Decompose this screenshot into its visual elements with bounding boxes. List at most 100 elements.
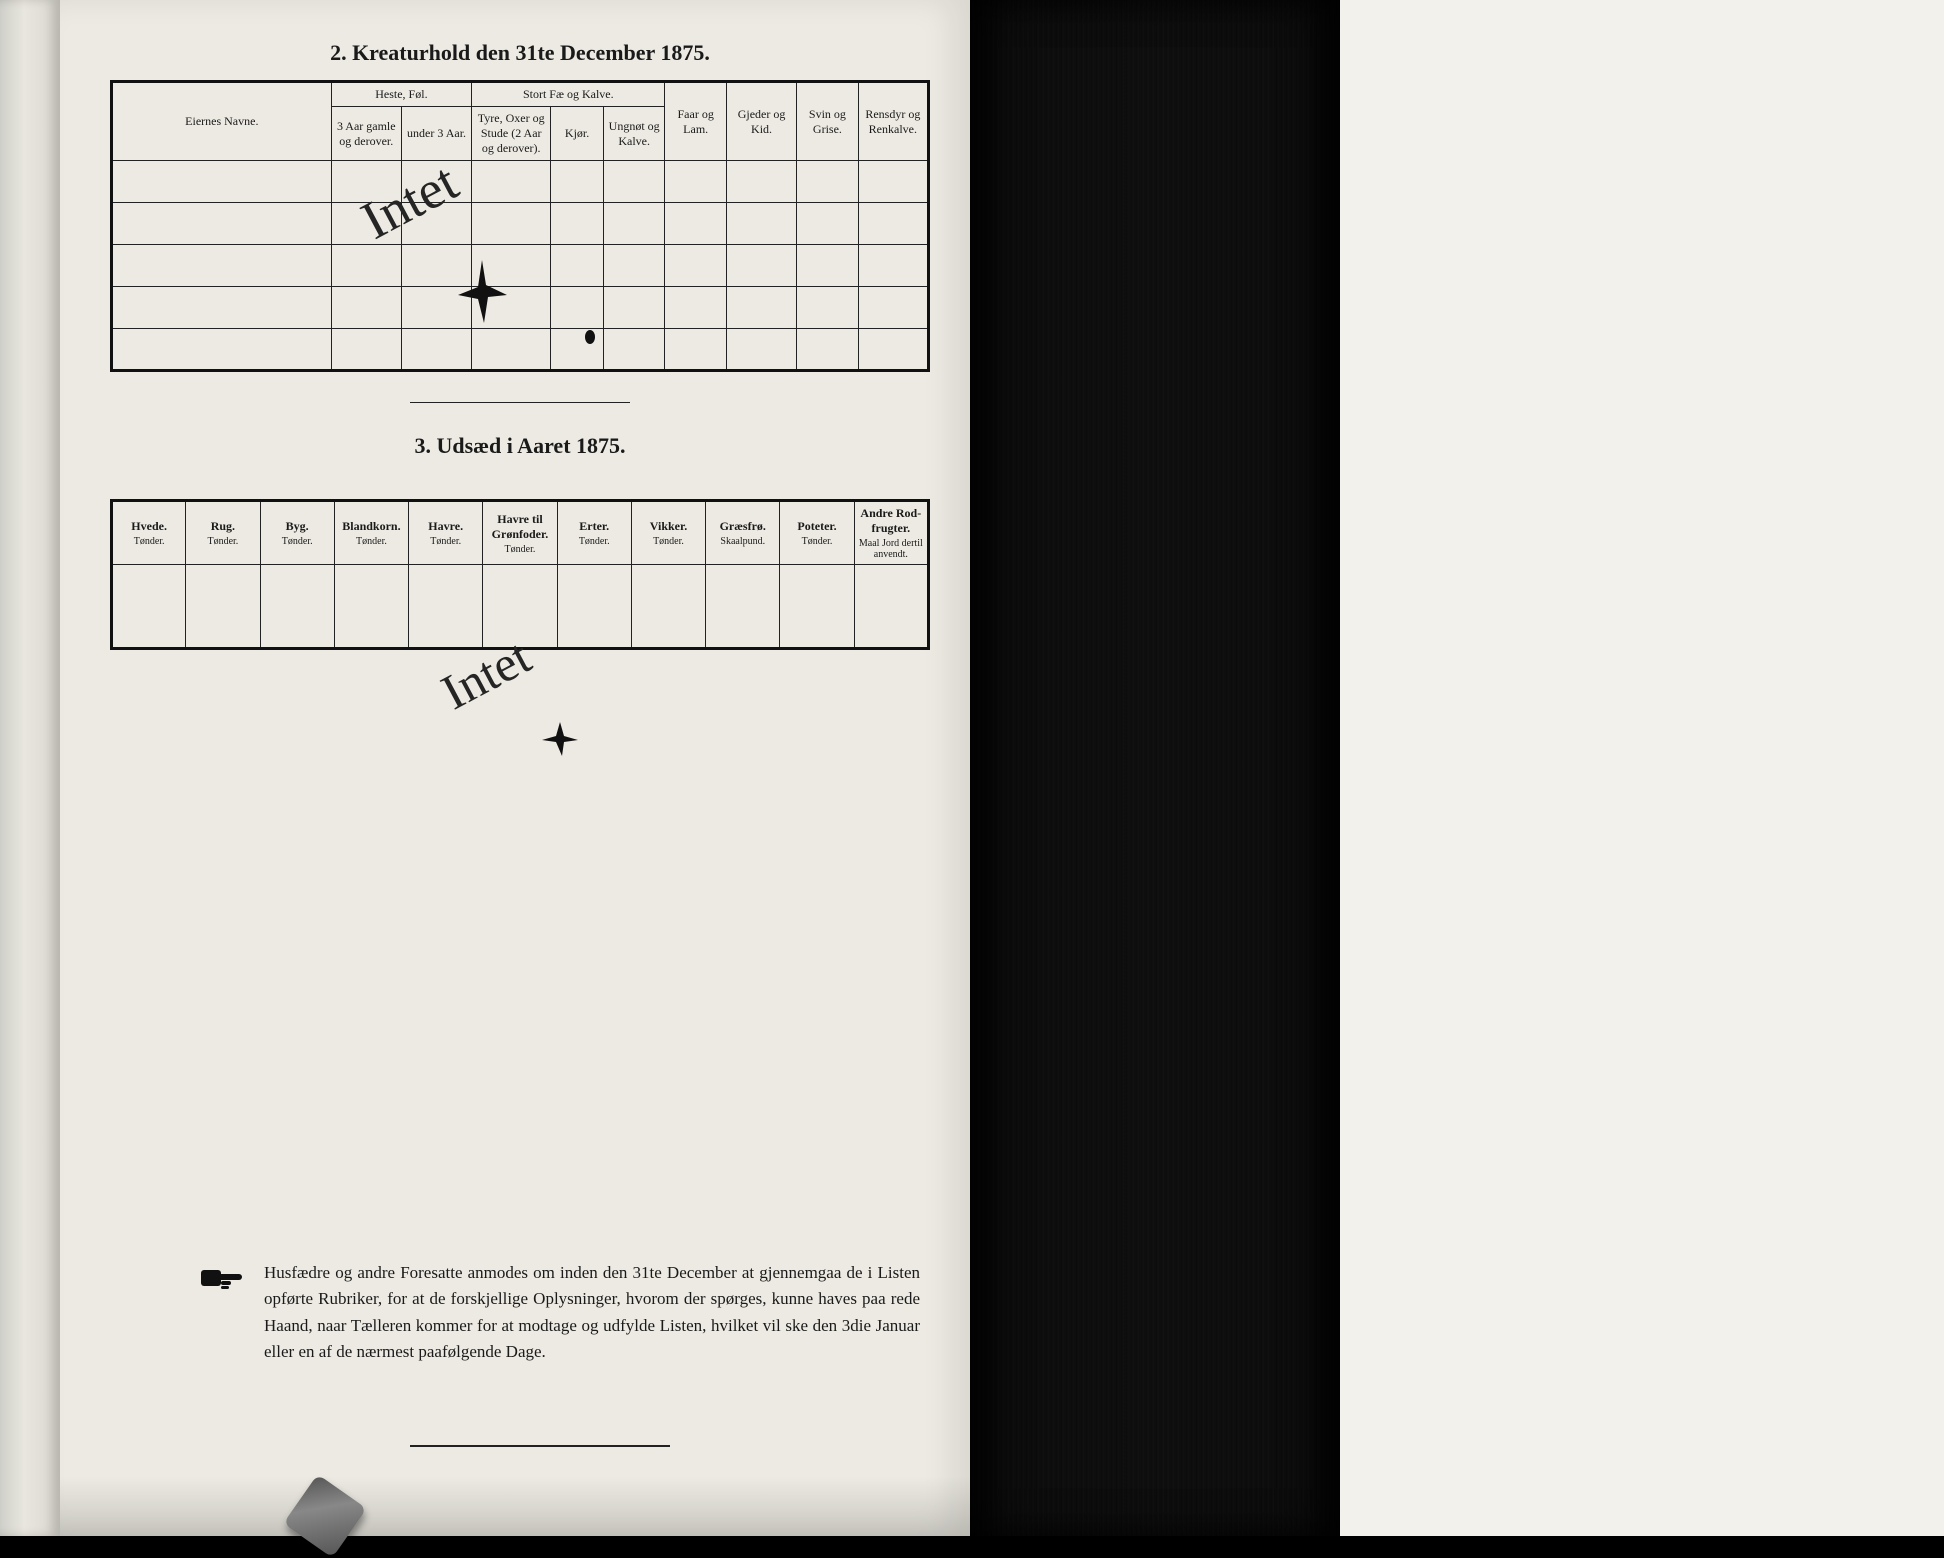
table-cell bbox=[631, 565, 705, 649]
left-page: 2. Kreaturhold den 31te December 1875. E… bbox=[60, 0, 970, 1536]
table-cell bbox=[401, 329, 471, 371]
table-row bbox=[112, 161, 929, 203]
table-cell bbox=[331, 203, 401, 245]
col-sheep: Faar og Lam. bbox=[665, 82, 726, 161]
seed-col-header: Andre Rod-frugter.Maal Jord dertil anven… bbox=[854, 501, 928, 565]
footer-rule bbox=[410, 1445, 670, 1447]
table-cell bbox=[551, 203, 604, 245]
table-cell bbox=[331, 245, 401, 287]
section-divider bbox=[410, 402, 630, 403]
col-horses-3plus: 3 Aar gamle og derover. bbox=[331, 107, 401, 161]
table-cell bbox=[260, 565, 334, 649]
book-spread: 2. Kreaturhold den 31te December 1875. E… bbox=[0, 0, 1944, 1536]
table-row bbox=[112, 245, 929, 287]
table-cell bbox=[331, 287, 401, 329]
table-cell bbox=[401, 245, 471, 287]
table-cell bbox=[665, 161, 726, 203]
table-cell bbox=[112, 245, 332, 287]
table-cell bbox=[797, 161, 858, 203]
table-cell bbox=[665, 287, 726, 329]
pen-object bbox=[283, 1474, 367, 1558]
seed-col-header: Rug.Tønder. bbox=[186, 501, 260, 565]
section2-title: 2. Kreaturhold den 31te December 1875. bbox=[110, 40, 930, 66]
table-cell bbox=[726, 203, 796, 245]
table-cell bbox=[472, 203, 551, 245]
table-cell bbox=[780, 565, 854, 649]
table-cell bbox=[472, 161, 551, 203]
seed-col-header: Havre.Tønder. bbox=[409, 501, 483, 565]
table-cell bbox=[551, 245, 604, 287]
table-cell bbox=[797, 203, 858, 245]
table-cell bbox=[665, 245, 726, 287]
table-cell bbox=[112, 203, 332, 245]
table-cell bbox=[472, 287, 551, 329]
seed-col-header: Poteter.Tønder. bbox=[780, 501, 854, 565]
table-cell bbox=[858, 287, 928, 329]
table-cell bbox=[706, 565, 780, 649]
table-cell bbox=[726, 329, 796, 371]
table-cell bbox=[551, 329, 604, 371]
seed-col-header: Erter.Tønder. bbox=[557, 501, 631, 565]
seed-col-header: Byg.Tønder. bbox=[260, 501, 334, 565]
livestock-table: Eiernes Navne. Heste, Føl. Stort Fæ og K… bbox=[110, 80, 930, 372]
footer-notice: Husfædre og andre Foresatte anmodes om i… bbox=[200, 1260, 920, 1365]
table-cell bbox=[472, 245, 551, 287]
table-cell bbox=[797, 287, 858, 329]
seed-col-header: Havre til Grønfoder.Tønder. bbox=[483, 501, 557, 565]
table-cell bbox=[726, 287, 796, 329]
table-cell bbox=[401, 203, 471, 245]
table-row bbox=[112, 203, 929, 245]
table-cell bbox=[409, 565, 483, 649]
table-cell bbox=[112, 565, 186, 649]
table-cell bbox=[603, 161, 664, 203]
col-cattle-group: Stort Fæ og Kalve. bbox=[472, 82, 665, 107]
table-cell bbox=[665, 203, 726, 245]
table-cell bbox=[557, 565, 631, 649]
table-cell bbox=[858, 245, 928, 287]
seed-table: Hvede.Tønder.Rug.Tønder.Byg.Tønder.Bland… bbox=[110, 499, 930, 650]
right-page-blank bbox=[1340, 0, 1944, 1536]
table-cell bbox=[858, 161, 928, 203]
col-reindeer: Rensdyr og Renkalve. bbox=[858, 82, 928, 161]
footer-text: Husfædre og andre Foresatte anmodes om i… bbox=[264, 1260, 920, 1365]
table-cell bbox=[665, 329, 726, 371]
seed-col-header: Græsfrø.Skaalpund. bbox=[706, 501, 780, 565]
col-horses-group: Heste, Føl. bbox=[331, 82, 472, 107]
section3-title: 3. Udsæd i Aaret 1875. bbox=[110, 433, 930, 459]
page-bottom-shadow bbox=[60, 1476, 970, 1536]
col-horses-under3: under 3 Aar. bbox=[401, 107, 471, 161]
table-cell bbox=[483, 565, 557, 649]
col-cattle-calves: Ungnøt og Kalve. bbox=[603, 107, 664, 161]
col-cattle-cows: Kjør. bbox=[551, 107, 604, 161]
table-cell bbox=[797, 245, 858, 287]
seed-col-header: Hvede.Tønder. bbox=[112, 501, 186, 565]
table-cell bbox=[603, 245, 664, 287]
table-cell bbox=[726, 245, 796, 287]
col-owners: Eiernes Navne. bbox=[112, 82, 332, 161]
table-cell bbox=[726, 161, 796, 203]
table-cell bbox=[603, 329, 664, 371]
table-cell bbox=[331, 161, 401, 203]
table-cell bbox=[472, 329, 551, 371]
table-cell bbox=[551, 161, 604, 203]
table-cell bbox=[603, 287, 664, 329]
book-spine bbox=[970, 0, 1340, 1536]
ink-blot bbox=[540, 720, 580, 758]
table-cell bbox=[334, 565, 408, 649]
table-cell bbox=[401, 287, 471, 329]
table-cell bbox=[112, 287, 332, 329]
table-cell bbox=[112, 161, 332, 203]
col-pigs: Svin og Grise. bbox=[797, 82, 858, 161]
table-cell bbox=[797, 329, 858, 371]
col-cattle-bulls: Tyre, Oxer og Stude (2 Aar og derover). bbox=[472, 107, 551, 161]
table-row bbox=[112, 287, 929, 329]
table-cell bbox=[551, 287, 604, 329]
col-goats: Gjeder og Kid. bbox=[726, 82, 796, 161]
pointing-hand-icon bbox=[200, 1264, 246, 1292]
seed-col-header: Blandkorn.Tønder. bbox=[334, 501, 408, 565]
page-stack-edge bbox=[0, 0, 60, 1536]
table-cell bbox=[186, 565, 260, 649]
table-cell bbox=[331, 329, 401, 371]
table-cell bbox=[603, 203, 664, 245]
table-cell bbox=[854, 565, 928, 649]
